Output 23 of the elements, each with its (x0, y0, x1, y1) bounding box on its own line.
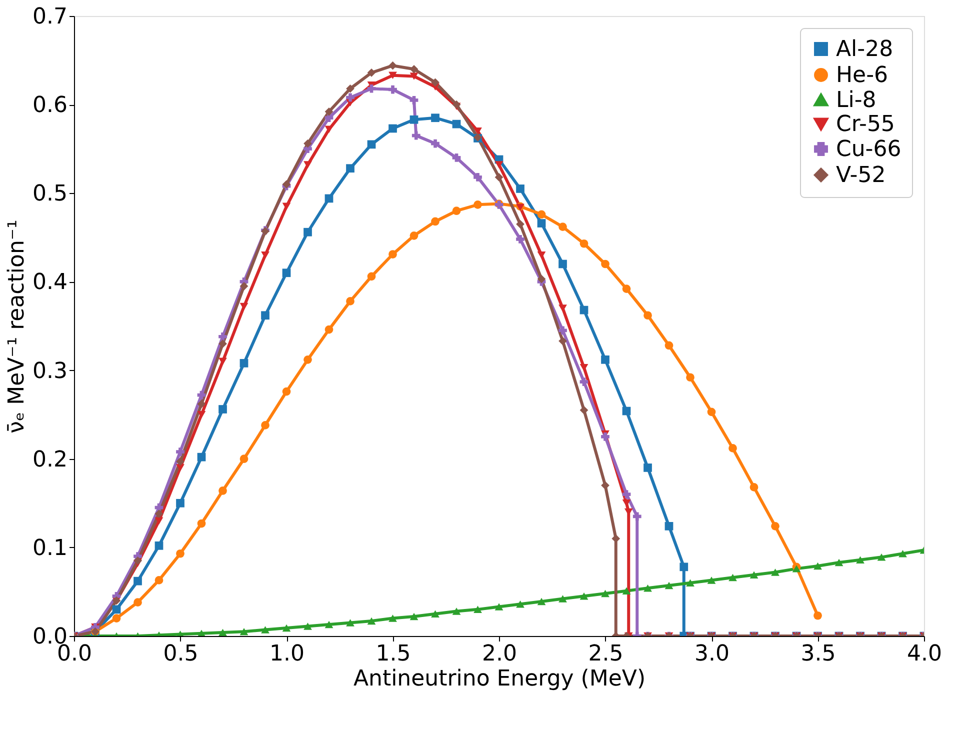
legend-label: Cu-66 (836, 137, 902, 162)
x-tick-label: 1.5 (376, 642, 411, 666)
y-tick-label: 0.1 (32, 536, 68, 561)
x-tick-label: 2.5 (588, 642, 624, 666)
y-tick-label: 0.2 (32, 447, 68, 472)
legend-label: Li-8 (836, 88, 876, 113)
x-tick-label: 0.5 (163, 642, 198, 666)
legend-label: V-52 (836, 163, 886, 188)
x-tick-label: 1.0 (270, 642, 304, 666)
x-tick-label: 3.5 (800, 642, 836, 666)
y-tick-label: 0.4 (32, 270, 68, 296)
legend-label: Cr-55 (836, 112, 895, 137)
y-tick-label: 0.5 (32, 182, 68, 207)
y-tick-label: 0.6 (32, 93, 68, 118)
y-tick-label: 0.3 (32, 358, 68, 384)
y-axis-title: ν̄ₑ MeV⁻¹ reaction⁻¹ (4, 220, 30, 434)
legend-label: Al-28 (836, 37, 894, 62)
x-tick-label: 2.0 (482, 642, 517, 666)
x-axis-title: Antineutrino Energy (MeV) (353, 666, 646, 692)
y-tick-label: 0.7 (32, 4, 68, 30)
x-tick-label: 3.0 (694, 642, 730, 666)
legend-label: He-6 (836, 63, 888, 88)
x-tick-label: 4.0 (907, 642, 942, 666)
